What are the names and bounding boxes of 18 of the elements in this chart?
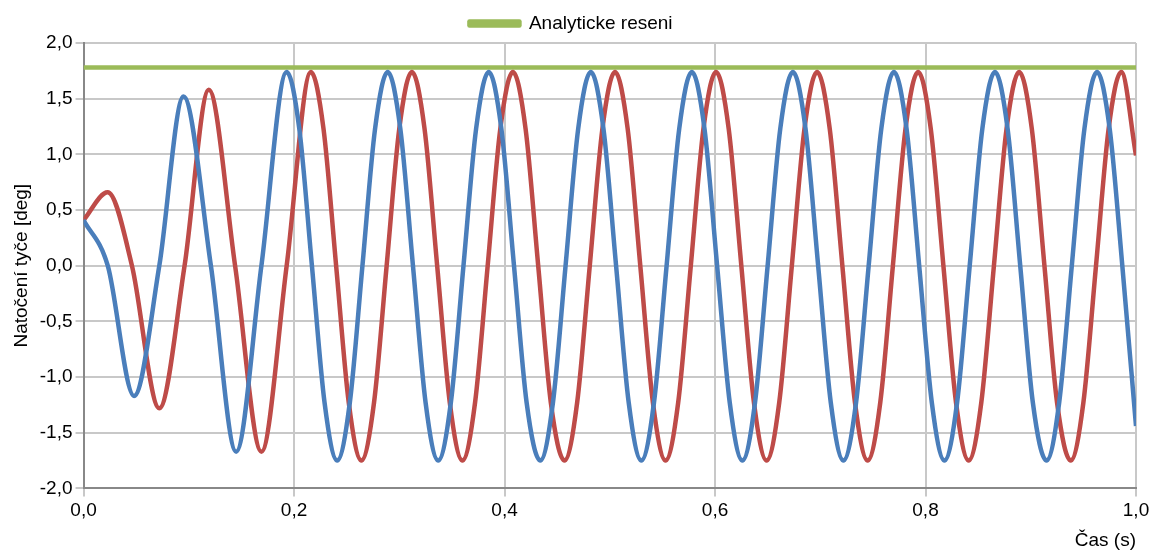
x-tick-label: 0,2 [280,499,308,521]
y-tick-label: 0,0 [46,253,73,275]
y-axis-title: Natočení tyče [deg] [9,183,31,348]
x-axis-title: Čas (s) [1074,528,1136,550]
y-tick-label: -1,0 [39,365,73,387]
x-tick-label: 1,0 [1122,499,1150,521]
y-tick-label: -1,5 [39,420,73,442]
x-tick-label: 0,8 [912,499,939,521]
y-tick-label: 0,5 [46,198,73,220]
x-tick-label: 0,0 [70,499,97,521]
y-tick-label: 1,5 [46,86,73,108]
y-tick-label: -2,0 [39,476,73,498]
legend-label: Analyticke reseni [528,11,673,33]
y-tick-label: -0,5 [39,309,73,331]
x-tick-label: 0,6 [701,499,729,521]
x-tick-label: 0,4 [491,499,519,521]
y-tick-label: 2,0 [46,31,73,53]
y-tick-label: 1,0 [46,142,73,164]
